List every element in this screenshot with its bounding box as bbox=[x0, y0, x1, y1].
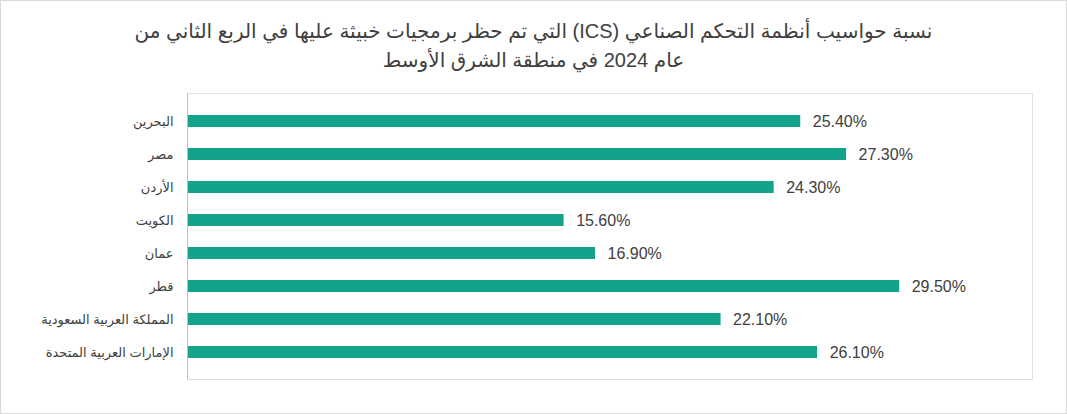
svg-text:27.30%: 27.30% bbox=[859, 146, 913, 163]
svg-text:24.30%: 24.30% bbox=[786, 179, 840, 196]
html-text:نسبة حواسيب أنظمة التحكم الصنا: نسبة حواسيب أنظمة التحكم الصناعي (ICS) ا… bbox=[134, 20, 933, 71]
svg-text:المملكة العربية السعودية: المملكة العربية السعودية bbox=[41, 312, 173, 328]
svg-text:22.10%: 22.10% bbox=[733, 311, 787, 328]
svg-text:29.50%: 29.50% bbox=[912, 278, 966, 295]
svg-text:15.60%: 15.60% bbox=[576, 212, 630, 229]
svg-text:الكويت: الكويت bbox=[136, 213, 174, 229]
svg-text:مصر: مصر bbox=[147, 147, 173, 163]
svg-text:25.40%: 25.40% bbox=[813, 113, 867, 130]
svg-text:الإمارات العربية المتحدة: الإمارات العربية المتحدة bbox=[46, 345, 174, 361]
svg-text:البحرين: البحرين bbox=[133, 114, 174, 130]
svg-text:قطر: قطر bbox=[148, 279, 173, 295]
svg-text:26.10%: 26.10% bbox=[830, 344, 884, 361]
svg-text:16.90%: 16.90% bbox=[608, 245, 662, 262]
svg-text:عمان: عمان bbox=[145, 246, 174, 261]
svg-text:الأردن: الأردن bbox=[141, 179, 174, 196]
